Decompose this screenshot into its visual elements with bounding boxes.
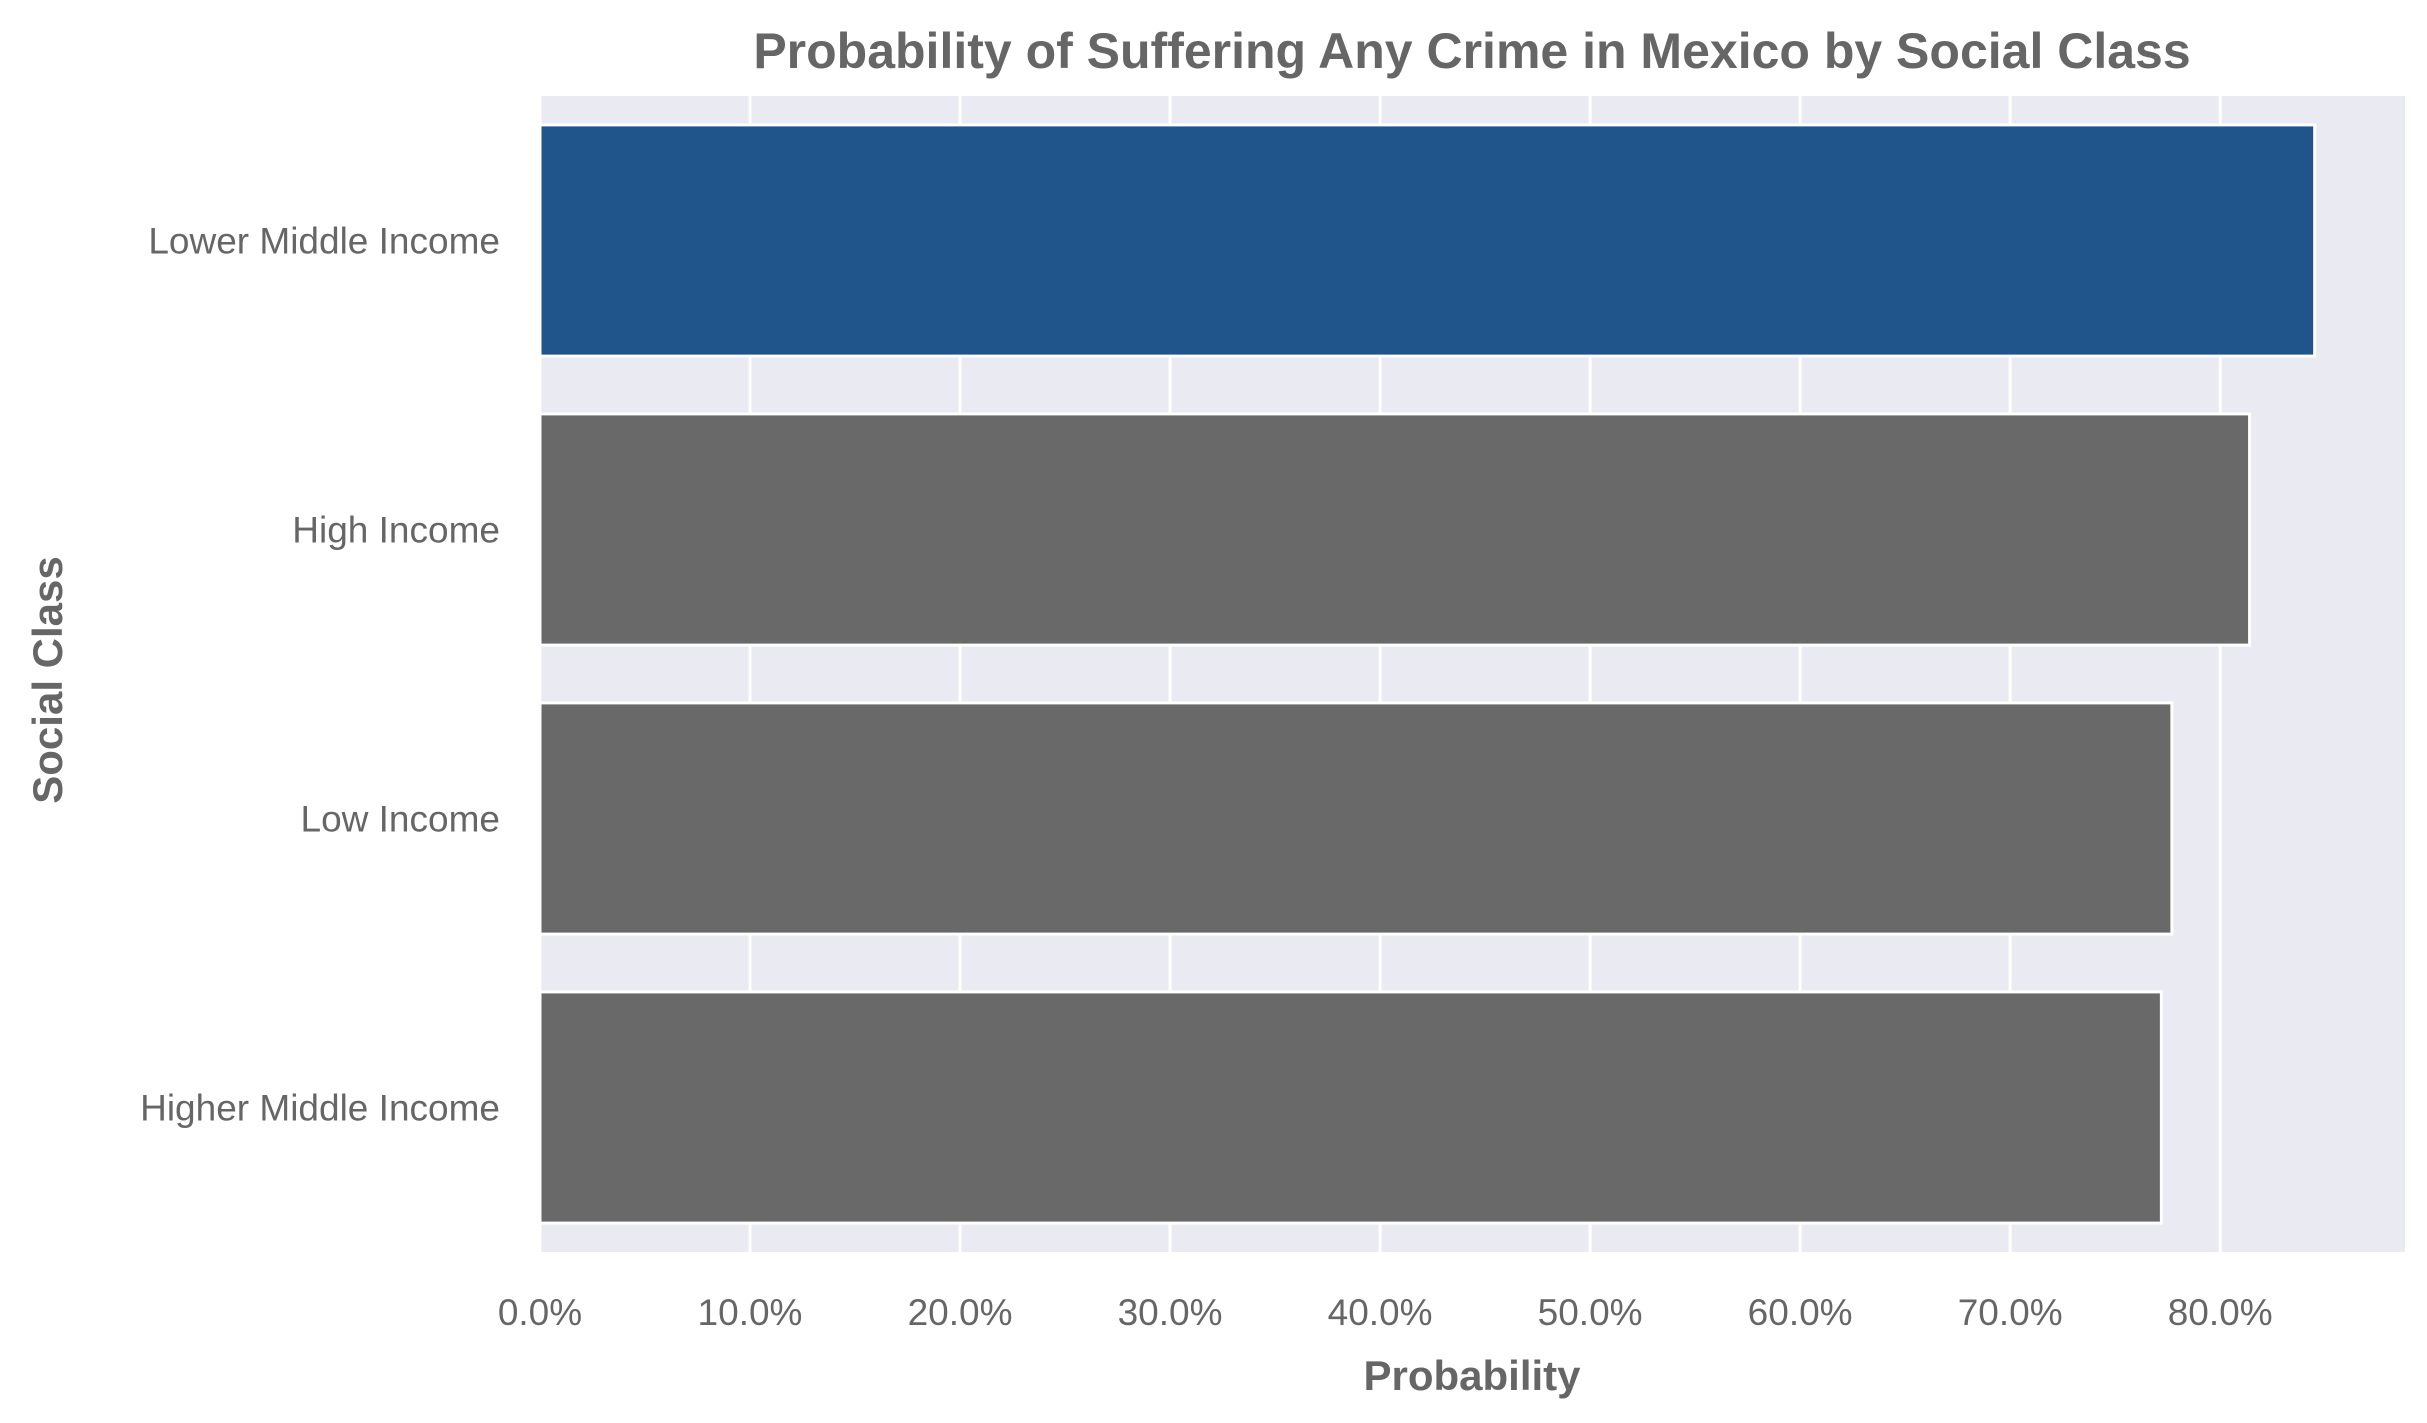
x-tick-label: 10.0% — [698, 1292, 803, 1333]
x-tick-label: 30.0% — [1118, 1292, 1223, 1333]
x-tick-label: 0.0% — [498, 1292, 582, 1333]
bar-lower-middle-income — [538, 123, 2317, 358]
x-tick-labels: 0.0% 10.0% 20.0% 30.0% 40.0% 50.0% 60.0% 70.0% 8… — [498, 1292, 2273, 1333]
x-axis-title: Probability — [1363, 1352, 1581, 1399]
bar-higher-middle-income — [538, 990, 2163, 1225]
y-tick-label: Higher Middle Income — [140, 1088, 500, 1129]
chart-title: Probability of Suffering Any Crime in Me… — [753, 23, 2190, 79]
x-tick-label: 50.0% — [1538, 1292, 1643, 1333]
x-tick-label: 70.0% — [1958, 1292, 2063, 1333]
y-tick-label: Lower Middle Income — [148, 221, 500, 262]
bar-low-income — [538, 701, 2174, 936]
x-tick-label: 20.0% — [908, 1292, 1013, 1333]
x-tick-label: 80.0% — [2168, 1292, 2273, 1333]
x-tick-label: 40.0% — [1328, 1292, 1433, 1333]
y-axis-title: Social Class — [24, 556, 71, 803]
bar-high-income — [538, 412, 2252, 647]
y-tick-labels: Lower Middle Income High Income Low Income… — [140, 221, 500, 1129]
x-tick-label: 60.0% — [1748, 1292, 1853, 1333]
y-tick-label: High Income — [292, 510, 500, 551]
y-tick-label: Low Income — [301, 799, 501, 840]
bars — [538, 123, 2317, 1225]
